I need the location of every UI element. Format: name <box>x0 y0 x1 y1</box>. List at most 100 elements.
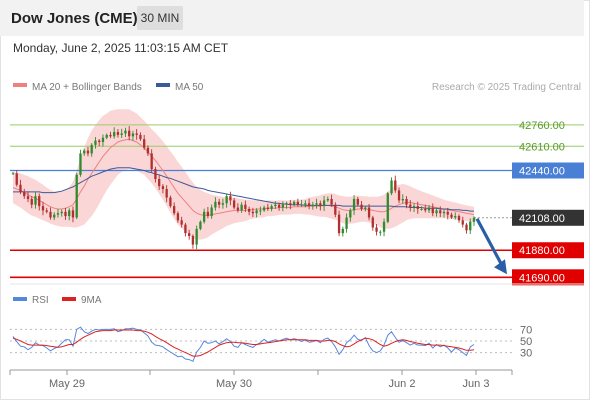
rsi-tick-30: 30 <box>520 348 532 360</box>
candle-92 <box>356 196 359 207</box>
candle-82 <box>319 200 322 211</box>
candle-body <box>210 207 213 217</box>
candle-body <box>379 231 382 233</box>
candle-69 <box>270 204 273 212</box>
level-label-3-bg <box>512 242 584 259</box>
candle-body <box>281 204 285 208</box>
candle-37 <box>150 149 153 173</box>
candle-90 <box>349 208 352 222</box>
candle-body <box>251 211 255 214</box>
candle-26 <box>109 131 112 139</box>
candle-body <box>173 206 176 214</box>
candle-0 <box>11 171 15 175</box>
rsi-lines <box>12 326 475 362</box>
candle-65 <box>255 208 258 218</box>
candle-29 <box>120 128 123 139</box>
candle-41 <box>165 185 168 203</box>
candle-120 <box>461 216 464 228</box>
current-price-label: 42108.00 <box>519 213 565 225</box>
candle-78 <box>304 200 307 208</box>
candle-20 <box>86 147 90 157</box>
candle-117 <box>450 212 453 220</box>
level-label-2-bg <box>512 162 584 179</box>
candle-body <box>135 133 138 135</box>
candle-body <box>169 197 172 207</box>
candle-50 <box>199 220 202 231</box>
ma20-line <box>12 138 475 216</box>
candle-body <box>386 193 389 222</box>
candle-body <box>146 147 150 154</box>
candle-116 <box>446 207 449 220</box>
candle-6 <box>34 191 37 209</box>
candle-11 <box>53 212 56 221</box>
candle-68 <box>266 203 270 211</box>
rsi-legend-label: RSI <box>32 295 49 306</box>
candle-1 <box>15 170 18 187</box>
candle-body <box>349 210 352 218</box>
time-tick-label-3: Jun 3 <box>463 378 490 390</box>
candle-body <box>247 208 251 212</box>
candle-body <box>139 134 142 140</box>
candle-38 <box>154 166 157 183</box>
candle-67 <box>262 205 266 212</box>
candle-body <box>206 211 210 217</box>
candle-86 <box>334 202 337 218</box>
candle-body <box>94 140 97 145</box>
level-label-0: 42760.00 <box>519 120 565 132</box>
candle-body <box>15 173 18 185</box>
candle-22 <box>94 137 97 149</box>
candle-97 <box>375 224 378 236</box>
candle-13 <box>60 209 63 217</box>
candle-body <box>150 153 153 170</box>
candle-body <box>367 207 371 218</box>
rsi-legend-swatch <box>13 297 27 301</box>
ma50-legend-swatch <box>156 83 170 87</box>
candle-body <box>375 227 378 232</box>
candle-body <box>38 196 41 207</box>
candle-body <box>120 133 123 135</box>
candle-body <box>431 207 434 214</box>
candle-body <box>262 207 266 211</box>
candle-body <box>68 210 71 217</box>
candle-122 <box>469 218 472 235</box>
candle-body <box>277 204 281 208</box>
candle-body <box>259 210 262 212</box>
candle-body <box>274 204 277 207</box>
current-price-label-bg <box>512 209 584 226</box>
candle-9 <box>45 207 48 214</box>
candle-47 <box>187 229 191 240</box>
candle-body <box>101 137 105 143</box>
candle-44 <box>176 211 180 223</box>
candle-body <box>128 130 131 137</box>
candle-body <box>424 208 427 211</box>
candle-39 <box>158 175 161 191</box>
candle-body <box>202 211 206 222</box>
rsi-ma-legend-swatch <box>62 297 76 301</box>
candle-body <box>427 207 431 211</box>
candle-46 <box>184 222 187 237</box>
candle-body <box>409 204 412 208</box>
header-bar: Dow Jones (CME) 30 MIN <box>0 0 584 36</box>
candle-83 <box>322 195 326 211</box>
forecast-arrow-shaft <box>475 218 505 269</box>
candle-23 <box>98 139 101 147</box>
candle-body <box>79 153 82 175</box>
datetime-label: Monday, June 2, 2025 11:03:15 AM CET <box>13 41 229 55</box>
candle-91 <box>352 195 356 216</box>
candle-73 <box>285 201 288 209</box>
candle-43 <box>173 202 176 216</box>
candle-93 <box>360 200 363 211</box>
candle-body <box>109 134 112 137</box>
candle-body <box>382 221 386 232</box>
candle-body <box>116 132 120 135</box>
timeframe-button[interactable]: 30 MIN <box>137 6 183 30</box>
candle-25 <box>105 133 108 140</box>
candle-16 <box>71 206 75 223</box>
candle-body <box>56 213 60 215</box>
candle-87 <box>337 210 341 237</box>
bollinger-band-area <box>13 109 474 240</box>
candle-body <box>124 130 127 134</box>
candle-107 <box>412 203 416 212</box>
candle-body <box>469 221 472 231</box>
